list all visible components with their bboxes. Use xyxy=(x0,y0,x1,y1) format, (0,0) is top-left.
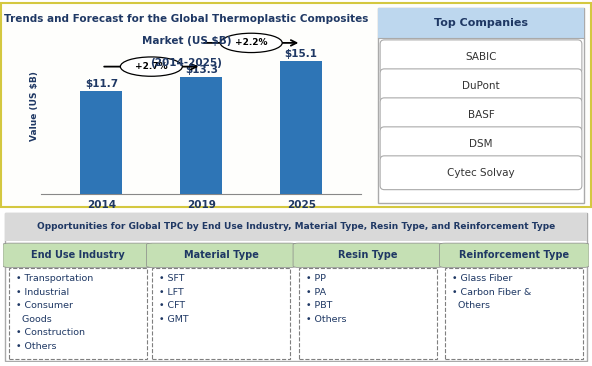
Text: • Transportation
• Industrial
• Consumer
  Goods
• Construction
• Others: • Transportation • Industrial • Consumer… xyxy=(16,274,93,351)
FancyBboxPatch shape xyxy=(380,98,582,132)
Text: $11.7: $11.7 xyxy=(85,79,118,89)
Text: • SFT
• LFT
• CFT
• GMT: • SFT • LFT • CFT • GMT xyxy=(159,274,189,324)
Text: Source: Lucintel: Source: Lucintel xyxy=(289,222,356,231)
FancyBboxPatch shape xyxy=(299,268,437,359)
FancyBboxPatch shape xyxy=(5,213,587,241)
FancyBboxPatch shape xyxy=(293,243,442,268)
FancyBboxPatch shape xyxy=(380,127,582,161)
Text: Trends and Forecast for the Global Thermoplastic Composites: Trends and Forecast for the Global Therm… xyxy=(4,14,369,24)
Ellipse shape xyxy=(220,33,282,53)
FancyBboxPatch shape xyxy=(378,8,584,38)
FancyBboxPatch shape xyxy=(445,268,583,359)
Text: $15.1: $15.1 xyxy=(285,49,318,59)
FancyBboxPatch shape xyxy=(1,3,591,206)
Text: • PP
• PA
• PBT
• Others: • PP • PA • PBT • Others xyxy=(306,274,346,324)
FancyBboxPatch shape xyxy=(380,69,582,103)
FancyBboxPatch shape xyxy=(380,156,582,190)
Text: End Use Industry: End Use Industry xyxy=(31,250,124,260)
Bar xyxy=(181,77,222,194)
Text: $13.3: $13.3 xyxy=(185,65,218,75)
Y-axis label: Value (US $B): Value (US $B) xyxy=(30,71,38,141)
Text: (2014-2025): (2014-2025) xyxy=(150,58,223,68)
Text: • Glass Fiber
• Carbon Fiber &
  Others: • Glass Fiber • Carbon Fiber & Others xyxy=(452,274,532,310)
Text: +2.7%: +2.7% xyxy=(135,62,168,71)
Text: Cytec Solvay: Cytec Solvay xyxy=(447,168,515,178)
FancyBboxPatch shape xyxy=(378,8,584,203)
Text: Market (US $B): Market (US $B) xyxy=(141,36,231,46)
FancyBboxPatch shape xyxy=(440,243,589,268)
Ellipse shape xyxy=(120,57,182,76)
Text: DSM: DSM xyxy=(469,139,493,149)
FancyBboxPatch shape xyxy=(5,213,587,361)
Text: Material Type: Material Type xyxy=(184,250,259,260)
Text: Top Companies: Top Companies xyxy=(434,18,528,28)
FancyBboxPatch shape xyxy=(152,268,290,359)
FancyBboxPatch shape xyxy=(380,40,582,74)
Text: Reinforcement Type: Reinforcement Type xyxy=(459,250,570,260)
FancyBboxPatch shape xyxy=(3,243,152,268)
Text: BASF: BASF xyxy=(468,110,494,120)
Bar xyxy=(280,61,322,194)
Text: DuPont: DuPont xyxy=(462,81,500,91)
FancyBboxPatch shape xyxy=(9,268,147,359)
Text: SABIC: SABIC xyxy=(465,52,497,62)
Text: Resin Type: Resin Type xyxy=(338,250,398,260)
Bar xyxy=(81,91,123,194)
Text: +2.2%: +2.2% xyxy=(235,38,268,47)
Text: Opportunities for Global TPC by End Use Industry, Material Type, Resin Type, and: Opportunities for Global TPC by End Use … xyxy=(37,223,555,231)
FancyBboxPatch shape xyxy=(147,243,296,268)
